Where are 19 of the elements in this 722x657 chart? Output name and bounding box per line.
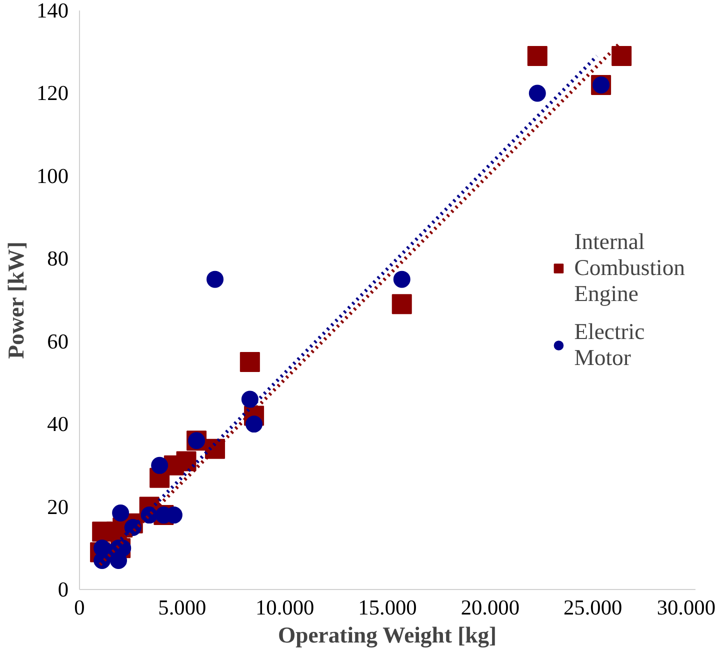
x-tick-label: 25.000 [564, 596, 622, 620]
y-tick-label: 20 [47, 494, 68, 519]
x-tick-label: 0 [74, 596, 85, 620]
y-tick-label: 40 [47, 412, 68, 436]
x-tick-label: 20.000 [460, 596, 520, 620]
x-axis-title: Operating Weight [kg] [278, 622, 497, 648]
legend-label: Electric Motor [574, 318, 645, 370]
x-tick-label: 15.000 [358, 596, 417, 620]
x-tick-label: 30.000 [656, 596, 716, 620]
y-tick-label: 0 [58, 578, 69, 602]
y-tick-label: 140 [36, 0, 69, 22]
x-tick-label: 5.000 [158, 596, 206, 620]
y-tick-label: 100 [36, 164, 69, 188]
x-tick-label: 10.000 [256, 596, 314, 620]
legend-label: Internal Combustion Engine [574, 228, 685, 306]
y-axis-title: Power [kW] [4, 242, 29, 359]
y-tick-label: 80 [47, 246, 68, 271]
y-tick-label: 120 [36, 81, 69, 106]
y-tick-label: 60 [47, 329, 68, 354]
